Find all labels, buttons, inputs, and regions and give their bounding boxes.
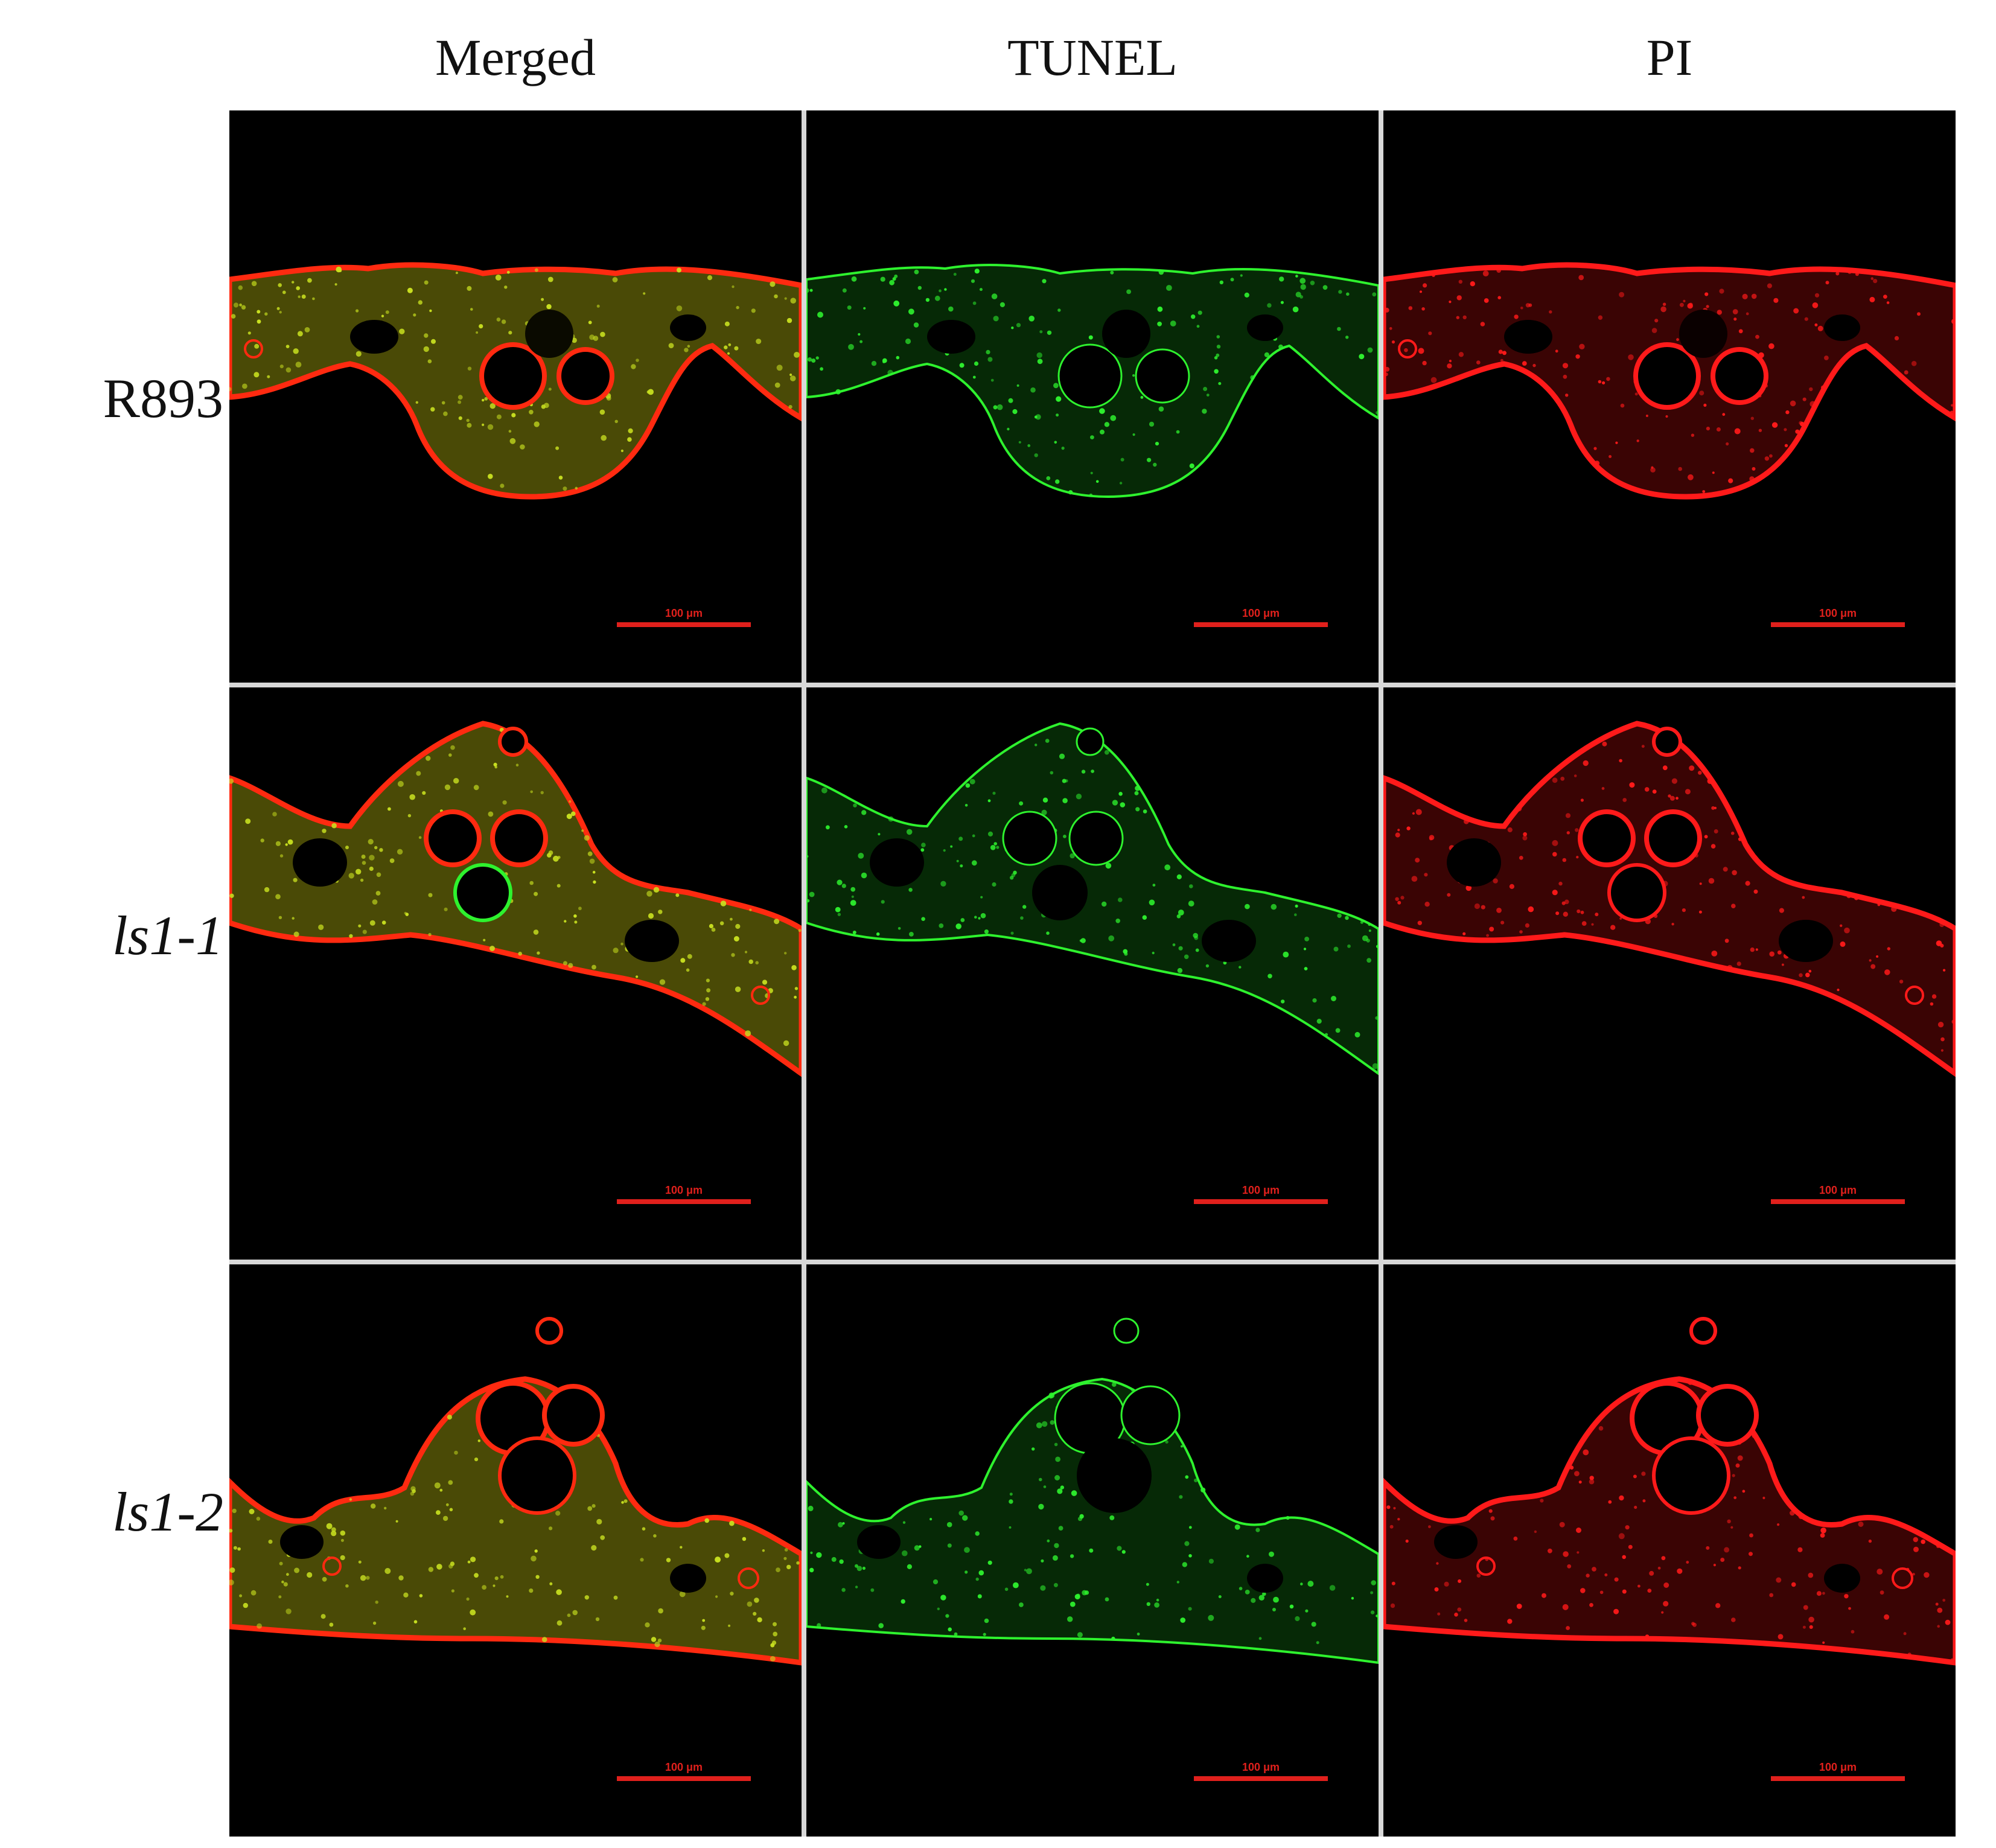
panel-ls1-1-merged: 100 μm xyxy=(229,687,802,1260)
scale-bar-label: 100 μm xyxy=(1819,1184,1857,1196)
leaf-section-image xyxy=(806,264,1379,499)
panel-ls1-2-tunel: 100 μm xyxy=(806,1264,1379,1837)
scale-bar xyxy=(1194,1776,1328,1781)
scale-bar xyxy=(617,622,751,627)
scale-bar-label: 100 μm xyxy=(1242,1761,1280,1773)
scale-bar xyxy=(617,1776,751,1781)
scale-bar xyxy=(1771,1776,1905,1781)
leaf-section-image xyxy=(229,721,802,1077)
panel-ls1-2-merged: 100 μm xyxy=(229,1264,802,1837)
scale-bar-label: 100 μm xyxy=(1819,607,1857,619)
leaf-section-image xyxy=(229,1317,802,1666)
scale-bar-label: 100 μm xyxy=(665,1184,703,1196)
leaf-section-image xyxy=(1383,262,1956,500)
panel-ls1-2-pi: 100 μm xyxy=(1383,1264,1956,1837)
micrograph-grid: 100 μm 100 μm 100 μm xyxy=(229,110,1956,1837)
scale-bar xyxy=(1771,1199,1905,1204)
scale-bar-label: 100 μm xyxy=(665,1761,703,1773)
nuclei-dots xyxy=(806,739,1379,1069)
panel-r893-merged: 100 μm xyxy=(229,110,802,683)
scale-bar-label: 100 μm xyxy=(1242,1184,1280,1196)
leaf-section-image xyxy=(1383,721,1956,1077)
scale-bar xyxy=(1194,1199,1328,1204)
row-label-ls1-2: ls1-2 xyxy=(112,1481,223,1543)
scale-bar xyxy=(1771,622,1905,627)
column-label-pi: PI xyxy=(1646,28,1693,86)
row-label-ls1-1: ls1-1 xyxy=(112,905,223,966)
scale-bar-label: 100 μm xyxy=(1242,607,1280,619)
leaf-section-image xyxy=(806,1317,1379,1665)
scale-bar xyxy=(617,1199,751,1204)
panel-ls1-1-tunel: 100 μm xyxy=(806,687,1379,1260)
panel-ls1-1-pi: 100 μm xyxy=(1383,687,1956,1260)
leaf-section-image xyxy=(229,262,802,500)
scale-bar xyxy=(1194,622,1328,627)
panel-r893-pi: 100 μm xyxy=(1383,110,1956,683)
column-label-merged: Merged xyxy=(435,28,596,86)
panel-r893-tunel: 100 μm xyxy=(806,110,1379,683)
row-label-r893: R893 xyxy=(103,368,223,429)
scale-bar-label: 100 μm xyxy=(1819,1761,1857,1773)
leaf-section-image xyxy=(806,722,1379,1075)
leaf-section-image xyxy=(1383,1317,1956,1666)
column-label-tunel: TUNEL xyxy=(1007,28,1178,86)
scale-bar-label: 100 μm xyxy=(665,607,703,619)
